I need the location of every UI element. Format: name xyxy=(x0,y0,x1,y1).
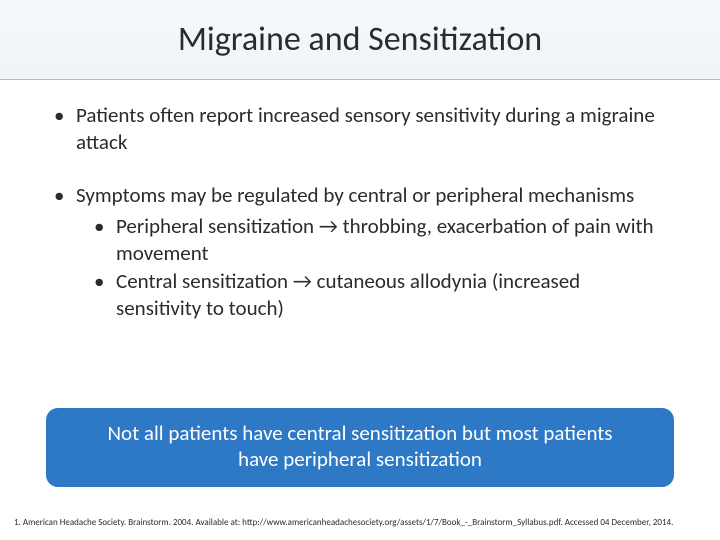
sub-bullet-list: Peripheral sensitization → throbbing, ex… xyxy=(76,213,666,323)
slide-content: Patients often report increased sensory … xyxy=(0,80,720,322)
bullet-text: Symptoms may be regulated by central or … xyxy=(76,182,634,208)
slide: Migraine and Sensitization Patients ofte… xyxy=(0,0,720,540)
title-band: Migraine and Sensitization xyxy=(0,0,720,80)
list-item: Symptoms may be regulated by central or … xyxy=(54,182,666,322)
callout-box: Not all patients have central sensitizat… xyxy=(46,408,674,487)
bullet-list: Patients often report increased sensory … xyxy=(54,102,666,322)
slide-title: Migraine and Sensitization xyxy=(178,19,542,60)
citation: 1. American Headache Society. Brainstorm… xyxy=(14,517,706,528)
list-item: Central sensitization → cutaneous allody… xyxy=(94,268,666,322)
bullet-text: Central sensitization → cutaneous allody… xyxy=(116,268,580,321)
callout-text: Not all patients have central sensitizat… xyxy=(86,420,634,473)
bullet-text: Patients often report increased sensory … xyxy=(76,102,655,155)
bullet-text: Peripheral sensitization → throbbing, ex… xyxy=(116,213,654,266)
list-item: Patients often report increased sensory … xyxy=(54,102,666,156)
list-item: Peripheral sensitization → throbbing, ex… xyxy=(94,213,666,267)
